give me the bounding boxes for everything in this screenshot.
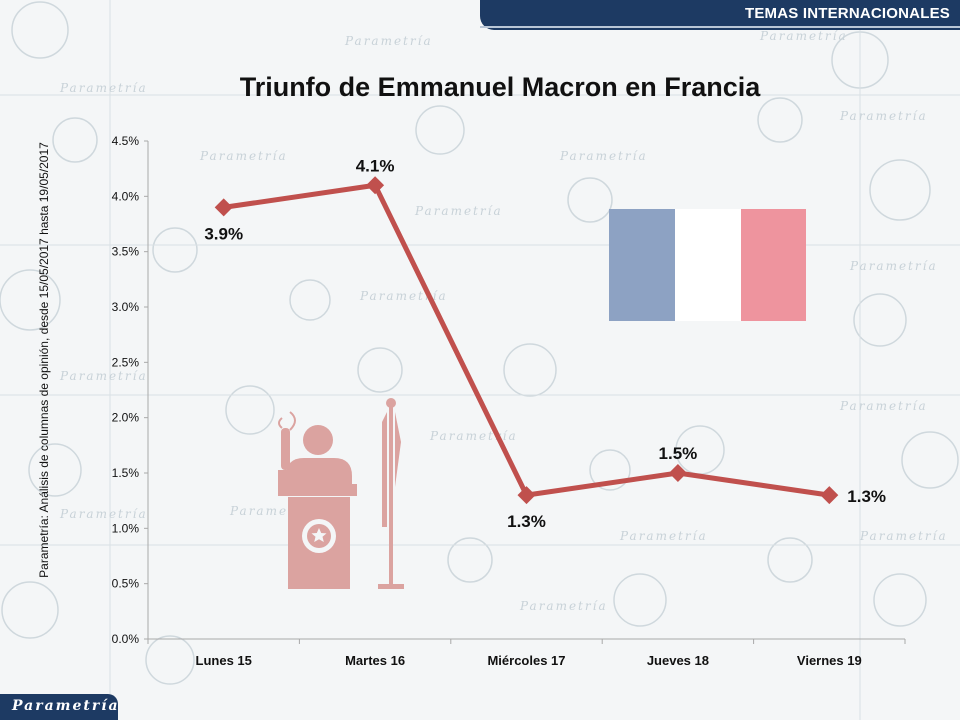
y-tick-label: 0.5% (112, 577, 140, 591)
y-tick-label: 3.5% (112, 245, 140, 259)
data-point-marker (214, 198, 233, 217)
watermark-text: Parametría (849, 259, 938, 273)
y-tick-label: 0.0% (112, 632, 140, 646)
watermark-text: Parametría (559, 149, 648, 163)
logo-text: Parametría (12, 698, 120, 714)
watermark-text: Parametría (414, 204, 503, 218)
y-tick-label: 4.0% (112, 189, 140, 203)
watermark-text: Parametría (839, 109, 928, 123)
y-tick-label: 2.0% (112, 411, 140, 425)
x-tick-label: Viernes 19 (797, 653, 862, 668)
watermark-text: Parametría (59, 81, 148, 95)
data-point-marker (820, 486, 839, 505)
france-flag-icon (609, 209, 806, 321)
y-tick-label: 1.5% (112, 466, 140, 480)
x-tick-label: Miércoles 17 (487, 653, 565, 668)
data-point-marker (366, 176, 385, 195)
y-tick-label: 4.5% (112, 134, 140, 148)
flag-on-pole-icon (378, 398, 404, 589)
watermark-text: Parametría (344, 34, 433, 48)
watermark-text: Parametría (359, 289, 448, 303)
chart-title: Triunfo de Emmanuel Macron en Francia (239, 72, 761, 102)
x-tick-label: Jueves 18 (647, 653, 709, 668)
y-tick-label: 3.0% (112, 300, 140, 314)
data-label: 1.3% (847, 487, 886, 506)
watermark-text: Parametría (59, 369, 148, 383)
data-point-marker (517, 486, 536, 505)
watermark-text: Parametría (839, 399, 928, 413)
header-banner: TEMAS INTERNACIONALES (480, 0, 960, 30)
speaker-at-podium-icon (278, 411, 357, 589)
x-tick-label: Lunes 15 (196, 653, 252, 668)
x-tick-label: Martes 16 (345, 653, 405, 668)
watermark-text: Parametría (519, 599, 608, 613)
watermark-text: Parametría (59, 507, 148, 521)
section-label: TEMAS INTERNACIONALES (744, 5, 950, 22)
data-point-marker (668, 464, 687, 482)
watermark-text: Parametría (759, 29, 848, 43)
watermark-text: Parametría (859, 529, 948, 543)
y-tick-label: 2.5% (112, 355, 140, 369)
data-label: 1.5% (659, 444, 698, 463)
brand-logo: Parametría (0, 694, 118, 720)
watermark-text: Parametría (199, 149, 288, 163)
y-tick-label: 1.0% (112, 521, 140, 535)
data-label: 4.1% (356, 156, 395, 175)
watermark-text: Parametría (619, 529, 708, 543)
data-label: 1.3% (507, 512, 546, 531)
data-label: 3.9% (204, 224, 243, 243)
